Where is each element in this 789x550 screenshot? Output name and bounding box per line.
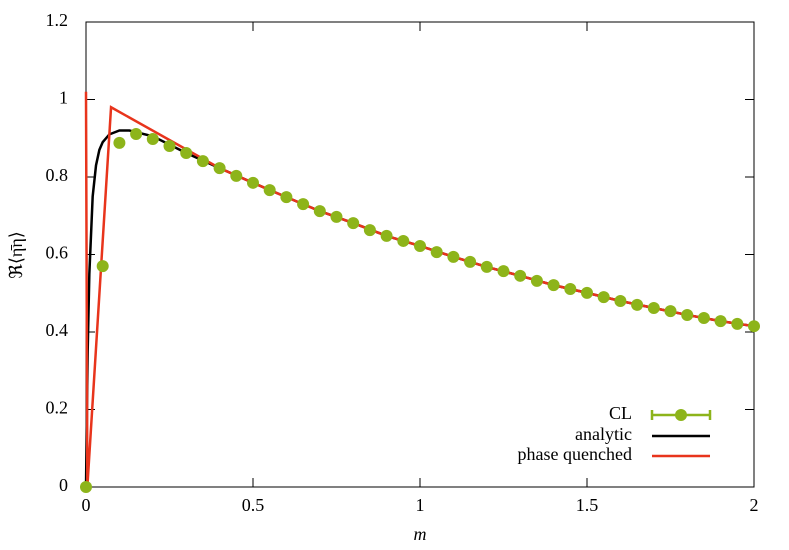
data-point bbox=[447, 250, 460, 263]
data-point bbox=[280, 191, 293, 204]
data-point bbox=[414, 239, 426, 252]
data-point bbox=[514, 269, 527, 282]
data-point bbox=[714, 315, 727, 328]
data-point bbox=[664, 305, 677, 318]
data-point bbox=[247, 176, 259, 189]
legend-label: CL bbox=[609, 403, 632, 423]
data-point bbox=[146, 133, 159, 146]
data-point bbox=[581, 286, 593, 299]
data-point bbox=[731, 317, 744, 330]
data-point bbox=[397, 234, 410, 247]
data-point bbox=[597, 291, 610, 304]
data-point bbox=[130, 127, 143, 140]
data-point bbox=[163, 140, 176, 152]
y-tick-label: 1.2 bbox=[46, 10, 69, 30]
plot-frame bbox=[85, 21, 755, 488]
data-point bbox=[480, 260, 493, 273]
data-point bbox=[564, 282, 577, 295]
y-tick-label: 1 bbox=[59, 88, 68, 108]
x-tick-label: 2 bbox=[750, 495, 759, 515]
data-point bbox=[196, 155, 209, 168]
data-point bbox=[748, 320, 760, 333]
data-point bbox=[96, 260, 109, 273]
x-tick-label: 1 bbox=[416, 495, 425, 515]
data-point bbox=[230, 169, 243, 182]
x-tick-label: 1.5 bbox=[576, 495, 599, 515]
data-point bbox=[681, 308, 694, 321]
x-tick-label: 0.5 bbox=[242, 495, 265, 515]
data-point bbox=[263, 184, 276, 197]
data-point bbox=[497, 265, 510, 278]
x-axis-label: m bbox=[414, 524, 427, 544]
y-tick-label: 0.4 bbox=[46, 320, 69, 340]
y-tick-label: 0.6 bbox=[46, 243, 69, 263]
legend-label: analytic bbox=[575, 424, 632, 444]
data-point bbox=[547, 279, 560, 292]
data-point bbox=[631, 298, 644, 311]
data-point bbox=[80, 481, 92, 493]
legend-swatch bbox=[675, 409, 687, 421]
data-point bbox=[180, 146, 193, 159]
data-point bbox=[330, 210, 343, 223]
data-point bbox=[530, 274, 543, 287]
y-tick-label: 0.8 bbox=[46, 165, 69, 185]
data-point bbox=[113, 136, 126, 149]
data-point bbox=[614, 295, 627, 307]
data-point bbox=[313, 205, 326, 218]
data-point bbox=[363, 224, 376, 237]
y-axis-label: ℜ⟨η̄η⟩ bbox=[6, 231, 26, 279]
data-point bbox=[464, 255, 477, 268]
data-point bbox=[347, 217, 360, 230]
y-tick-label: 0 bbox=[59, 475, 68, 495]
data-point bbox=[430, 246, 443, 259]
data-point bbox=[697, 312, 710, 325]
x-tick-label: 0 bbox=[82, 495, 91, 515]
data-point bbox=[297, 198, 310, 211]
data-point bbox=[647, 301, 660, 314]
legend-label: phase quenched bbox=[518, 444, 632, 464]
data-point bbox=[213, 162, 226, 175]
y-tick-label: 0.2 bbox=[46, 398, 69, 418]
data-point bbox=[380, 229, 393, 242]
